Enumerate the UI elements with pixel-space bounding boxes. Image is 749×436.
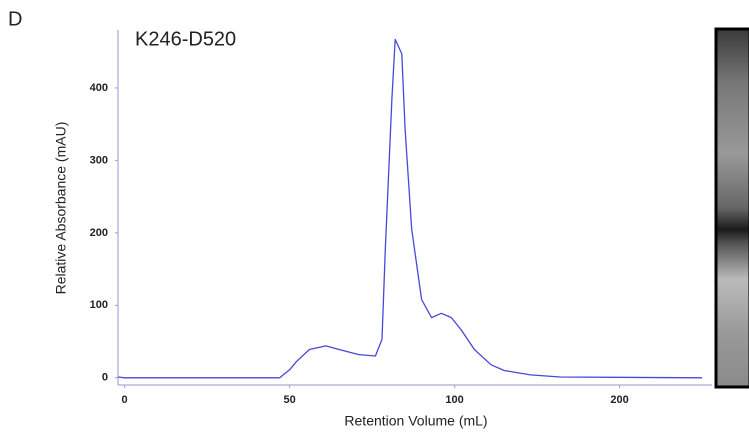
x-tick-label: 200 <box>610 394 628 406</box>
y-tick-label: 300 <box>90 154 108 166</box>
y-axis-label: Relative Absorbance (mAU) <box>53 122 69 295</box>
x-axis-label: Retention Volume (mL) <box>344 413 487 429</box>
chart-title: K246-D520 <box>135 28 236 50</box>
figure: D K246-D520 Retention Volume (mL) Relati… <box>0 0 749 436</box>
gel-image <box>716 29 749 387</box>
y-tick-label: 400 <box>90 82 108 94</box>
x-tick-label: 100 <box>445 394 463 406</box>
y-tick-label: 0 <box>102 372 108 384</box>
panel-label: D <box>8 8 22 30</box>
x-tick-label: 50 <box>283 394 295 406</box>
x-tick-label: 0 <box>122 394 128 406</box>
y-tick-label: 100 <box>90 299 108 311</box>
data-line <box>118 39 702 377</box>
y-tick-label: 200 <box>90 227 108 239</box>
